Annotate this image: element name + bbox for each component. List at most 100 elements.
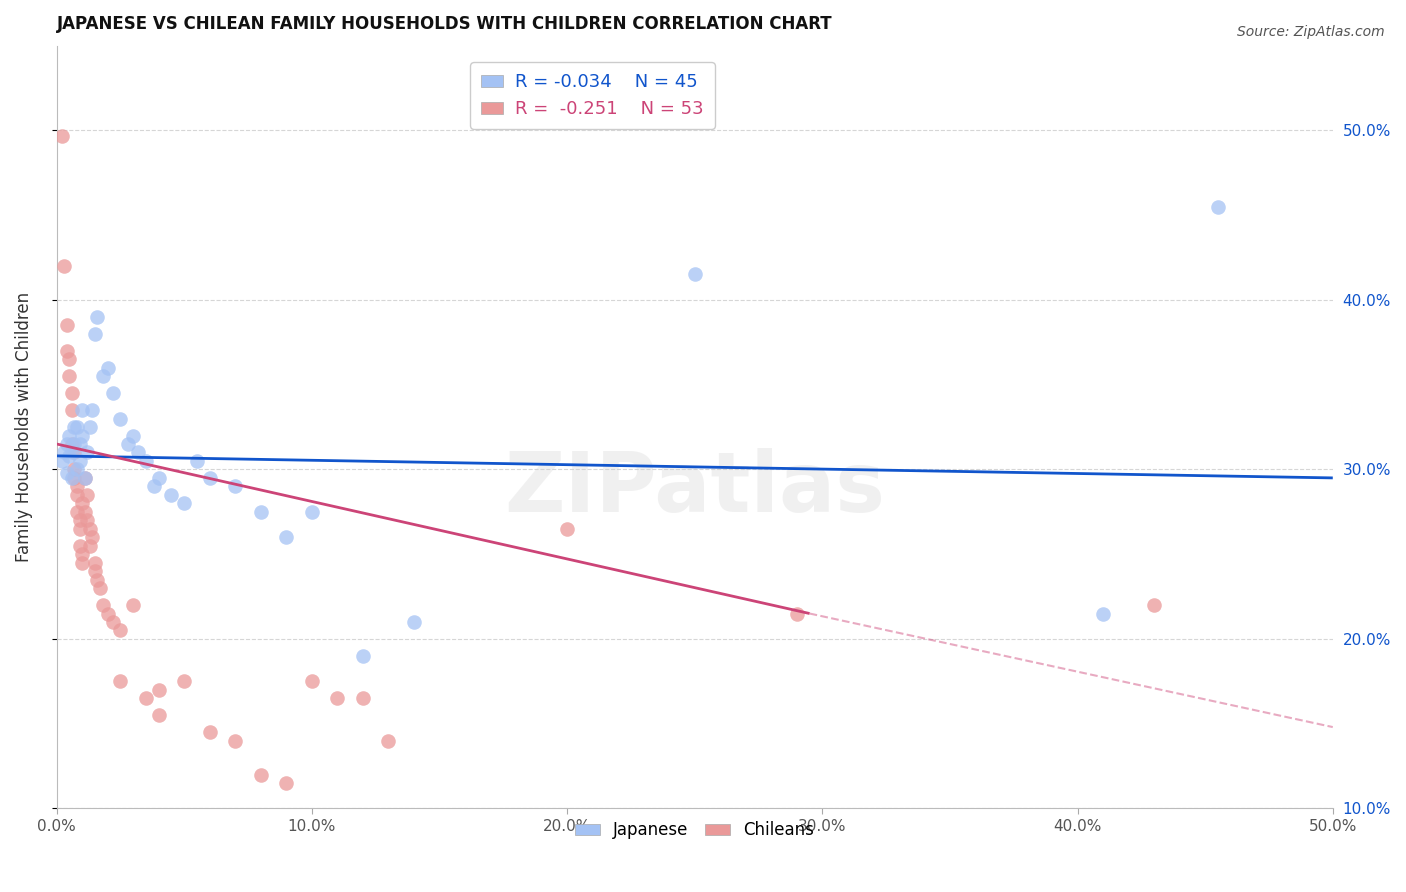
Point	[60, 445, 83, 459]
Point	[91, 598, 114, 612]
Point	[86, 573, 108, 587]
Point	[135, 454, 157, 468]
Point	[56, 466, 79, 480]
Point	[173, 674, 195, 689]
Point	[86, 310, 108, 324]
Point	[69, 454, 91, 468]
Point	[91, 369, 114, 384]
Legend: Japanese, Chileans: Japanese, Chileans	[568, 814, 821, 846]
Point	[70, 428, 93, 442]
Point	[63, 420, 86, 434]
Point	[60, 386, 83, 401]
Point	[97, 607, 120, 621]
Point	[73, 471, 96, 485]
Point	[326, 691, 349, 706]
Point	[69, 513, 91, 527]
Point	[352, 648, 374, 663]
Y-axis label: Family Households with Children: Family Households with Children	[15, 292, 32, 562]
Point	[66, 505, 89, 519]
Point	[97, 360, 120, 375]
Point	[135, 691, 157, 706]
Point	[66, 488, 89, 502]
Point	[63, 462, 86, 476]
Point	[127, 445, 149, 459]
Point	[148, 471, 170, 485]
Point	[76, 513, 98, 527]
Point	[73, 505, 96, 519]
Point	[186, 454, 208, 468]
Point	[173, 496, 195, 510]
Point	[301, 674, 323, 689]
Text: ZIPatlas: ZIPatlas	[505, 448, 886, 529]
Point	[224, 733, 246, 747]
Point	[148, 708, 170, 723]
Point	[56, 318, 79, 333]
Point	[73, 471, 96, 485]
Point	[58, 428, 80, 442]
Point	[60, 403, 83, 417]
Point	[66, 420, 89, 434]
Point	[1092, 607, 1115, 621]
Point	[83, 326, 105, 341]
Text: JAPANESE VS CHILEAN FAMILY HOUSEHOLDS WITH CHILDREN CORRELATION CHART: JAPANESE VS CHILEAN FAMILY HOUSEHOLDS WI…	[56, 15, 832, 33]
Point	[70, 403, 93, 417]
Point	[58, 352, 80, 367]
Point	[276, 530, 298, 544]
Point	[276, 776, 298, 790]
Point	[79, 539, 101, 553]
Point	[110, 674, 132, 689]
Point	[249, 767, 271, 781]
Point	[402, 615, 425, 629]
Point	[786, 607, 808, 621]
Point	[83, 556, 105, 570]
Point	[101, 386, 124, 401]
Point	[148, 682, 170, 697]
Point	[301, 505, 323, 519]
Point	[79, 522, 101, 536]
Point	[60, 471, 83, 485]
Point	[110, 411, 132, 425]
Point	[82, 403, 104, 417]
Point	[69, 539, 91, 553]
Point	[63, 471, 86, 485]
Point	[224, 479, 246, 493]
Point	[142, 479, 165, 493]
Point	[122, 428, 145, 442]
Point	[69, 522, 91, 536]
Point	[79, 420, 101, 434]
Point	[83, 564, 105, 578]
Point	[56, 343, 79, 358]
Point	[69, 437, 91, 451]
Text: Source: ZipAtlas.com: Source: ZipAtlas.com	[1237, 25, 1385, 39]
Point	[66, 479, 89, 493]
Point	[51, 128, 73, 143]
Point	[66, 462, 89, 476]
Point	[60, 437, 83, 451]
Point	[53, 445, 76, 459]
Point	[377, 733, 399, 747]
Point	[70, 496, 93, 510]
Point	[683, 268, 706, 282]
Point	[63, 445, 86, 459]
Point	[198, 471, 221, 485]
Point	[110, 624, 132, 638]
Point	[53, 259, 76, 273]
Point	[56, 437, 79, 451]
Point	[58, 449, 80, 463]
Point	[70, 547, 93, 561]
Point	[352, 691, 374, 706]
Point	[101, 615, 124, 629]
Point	[89, 581, 111, 595]
Point	[51, 454, 73, 468]
Point	[63, 437, 86, 451]
Point	[122, 598, 145, 612]
Point	[70, 556, 93, 570]
Point	[117, 437, 139, 451]
Point	[82, 530, 104, 544]
Point	[76, 445, 98, 459]
Point	[555, 522, 578, 536]
Point	[198, 725, 221, 739]
Point	[160, 488, 183, 502]
Point	[58, 369, 80, 384]
Point	[76, 488, 98, 502]
